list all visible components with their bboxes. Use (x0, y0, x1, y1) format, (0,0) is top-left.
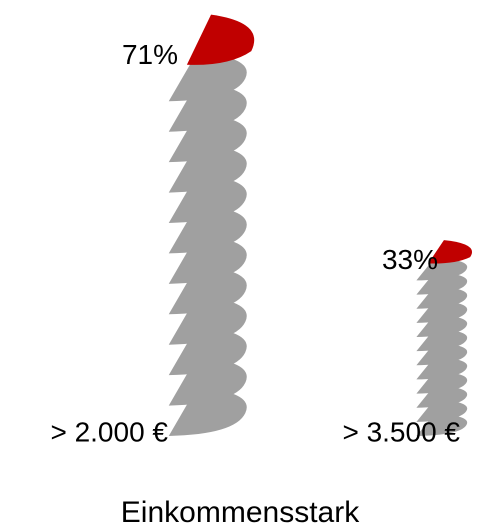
wedge (416, 356, 468, 380)
wedge (416, 271, 468, 295)
wedge (416, 370, 468, 394)
category-label: > 3.500 € (342, 416, 460, 447)
wedge (168, 143, 247, 193)
wedge (416, 328, 468, 352)
wedge (416, 399, 468, 422)
wedge-stack (168, 14, 255, 436)
highlight-wedge (428, 240, 473, 264)
category-label: > 2.000 € (50, 416, 168, 447)
chart-title: Einkommensstark (121, 496, 360, 529)
wedge (416, 286, 468, 309)
wedge (168, 387, 247, 436)
wedge (416, 342, 468, 366)
value-label: 33% (382, 244, 438, 275)
wedge-stack (416, 240, 473, 436)
value-label: 71% (122, 39, 178, 70)
wedge (168, 296, 247, 345)
wedge (168, 356, 247, 406)
wedge (168, 113, 247, 163)
wedge (168, 265, 247, 315)
wedge (168, 52, 247, 102)
wedge (168, 174, 247, 223)
wedge (416, 385, 468, 408)
wedge (416, 300, 468, 323)
wedge (168, 235, 247, 284)
wedge (416, 314, 468, 337)
wedge (168, 83, 247, 132)
wedge (416, 413, 468, 436)
wedge (168, 204, 247, 254)
wedge (168, 326, 247, 376)
wedge (416, 257, 468, 281)
highlight-wedge (186, 14, 255, 65)
